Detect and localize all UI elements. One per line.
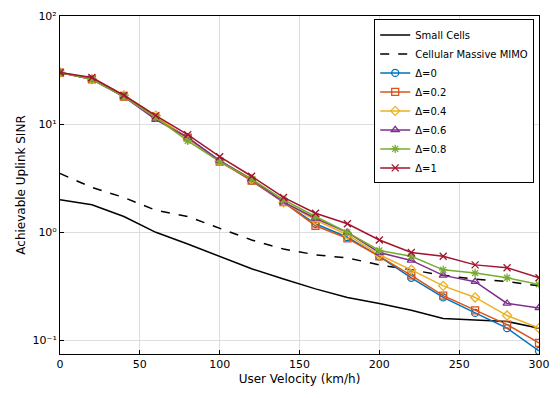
svg-text:Δ=0.4: Δ=0.4 <box>415 106 446 117</box>
svg-text:Small Cells: Small Cells <box>415 30 470 41</box>
svg-text:Achievable Uplink SINR: Achievable Uplink SINR <box>14 115 28 254</box>
svg-text:Δ=0.2: Δ=0.2 <box>415 87 446 98</box>
svg-text:10⁰: 10⁰ <box>38 226 57 239</box>
svg-text:Δ=0: Δ=0 <box>415 68 437 79</box>
svg-text:Δ=0.6: Δ=0.6 <box>415 125 446 136</box>
svg-text:User Velocity (km/h): User Velocity (km/h) <box>239 372 361 386</box>
svg-text:Δ=0.8: Δ=0.8 <box>415 144 446 155</box>
svg-text:Cellular Massive MIMO: Cellular Massive MIMO <box>415 49 528 60</box>
svg-text:10¹: 10¹ <box>38 118 56 131</box>
svg-text:50: 50 <box>133 358 147 371</box>
svg-text:0: 0 <box>57 358 64 371</box>
svg-text:250: 250 <box>449 358 470 371</box>
svg-text:200: 200 <box>369 358 390 371</box>
svg-text:100: 100 <box>209 358 230 371</box>
svg-text:150: 150 <box>289 358 310 371</box>
svg-text:Δ=1: Δ=1 <box>415 163 437 174</box>
svg-text:10⁻¹: 10⁻¹ <box>33 334 57 347</box>
svg-text:10²: 10² <box>38 10 56 23</box>
svg-text:300: 300 <box>529 358 550 371</box>
